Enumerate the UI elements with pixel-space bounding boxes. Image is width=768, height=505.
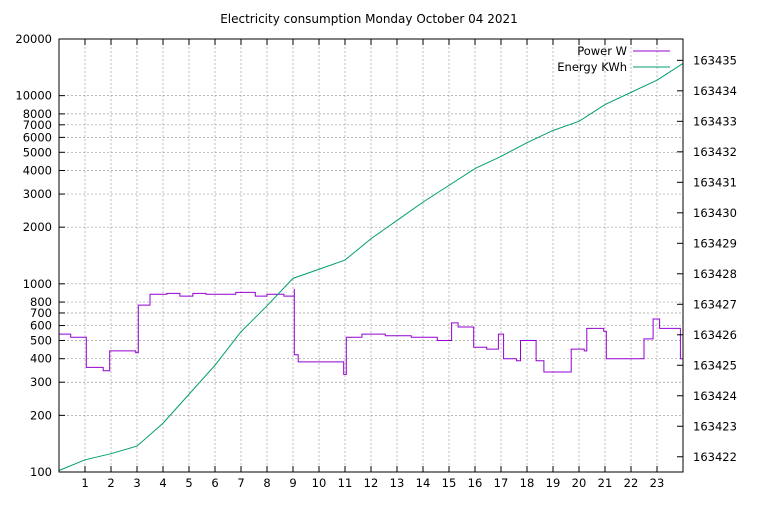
x-tick-label: 22 <box>624 476 639 490</box>
y-left-tick-label: 2000 <box>23 220 52 234</box>
x-tick-label: 4 <box>159 476 166 490</box>
legend: Power W Energy KWh <box>557 44 670 74</box>
y-right-tick-label: 163422 <box>693 450 737 464</box>
x-tick-label: 20 <box>572 476 587 490</box>
y-left-tick-label: 500 <box>30 333 52 347</box>
legend-label-energy-kwh: Energy KWh <box>557 60 627 74</box>
y-left-tick-label: 20000 <box>15 32 52 46</box>
y-right-tick-label: 163428 <box>693 267 737 281</box>
y-right-tick-label: 163427 <box>693 297 737 311</box>
y-right-tick-label: 163433 <box>693 114 737 128</box>
x-tick-label: 2 <box>107 476 114 490</box>
y-left-tick-label: 5000 <box>23 145 52 159</box>
y-left-tick-label: 600 <box>30 319 52 333</box>
y-right-tick-label: 163430 <box>693 206 737 220</box>
y-right-tick-label: 163431 <box>693 175 737 189</box>
y-left-tick-label: 10000 <box>15 89 52 103</box>
y-left-tick-label: 400 <box>30 352 52 366</box>
y-left-tick-label: 6000 <box>23 130 52 144</box>
y-right-tick-label: 163435 <box>693 53 737 67</box>
x-tick-label: 12 <box>364 476 379 490</box>
x-tick-label: 11 <box>338 476 353 490</box>
x-tick-label: 21 <box>598 476 613 490</box>
y-right-tick-label: 163423 <box>693 419 737 433</box>
chart-title: Electricity consumption Monday October 0… <box>220 12 518 26</box>
y-left-tick-label: 100 <box>30 465 52 479</box>
x-tick-label: 6 <box>211 476 218 490</box>
x-tick-label: 23 <box>650 476 665 490</box>
y-right-tick-label: 163434 <box>693 84 737 98</box>
x-tick-label: 17 <box>494 476 509 490</box>
x-tick-label: 8 <box>263 476 270 490</box>
x-tick-label: 10 <box>312 476 327 490</box>
x-tick-label: 13 <box>390 476 405 490</box>
y-left-tick-label: 800 <box>30 295 52 309</box>
y-right-tick-label: 163432 <box>693 145 737 159</box>
y-right-tick-label: 163426 <box>693 328 737 342</box>
series-line-energy-kwh <box>58 62 684 471</box>
series-line-power-w <box>59 288 683 375</box>
x-tick-label: 18 <box>520 476 535 490</box>
y-left-tick-label: 8000 <box>23 107 52 121</box>
y-right-tick-label: 163429 <box>693 236 737 250</box>
y-right-tick-label: 163425 <box>693 358 737 372</box>
x-tick-label: 9 <box>289 476 296 490</box>
x-tick-label: 14 <box>416 476 431 490</box>
y-right-tick-label: 163424 <box>693 389 737 403</box>
y-left-tick-label: 3000 <box>23 187 52 201</box>
x-tick-label: 5 <box>185 476 192 490</box>
x-tick-label: 1 <box>81 476 88 490</box>
ticks: 1 2 3 4 5 6 7 8 9 10 11 12 13 14 15 16 17 18 19 20 21 22 23100… <box>15 32 737 490</box>
y-left-tick-label: 300 <box>30 375 52 389</box>
x-tick-label: 7 <box>237 476 244 490</box>
x-tick-label: 16 <box>468 476 483 490</box>
y-left-tick-label: 7000 <box>23 118 52 132</box>
y-left-tick-label: 200 <box>30 408 52 422</box>
x-tick-label: 15 <box>442 476 457 490</box>
y-left-tick-label: 1000 <box>23 277 52 291</box>
y-left-tick-label: 700 <box>30 306 52 320</box>
y-left-tick-label: 4000 <box>23 164 52 178</box>
grid <box>59 39 683 472</box>
x-tick-label: 3 <box>133 476 140 490</box>
legend-label-power-w: Power W <box>577 44 627 58</box>
series-layer <box>58 62 684 471</box>
x-tick-label: 19 <box>546 476 561 490</box>
